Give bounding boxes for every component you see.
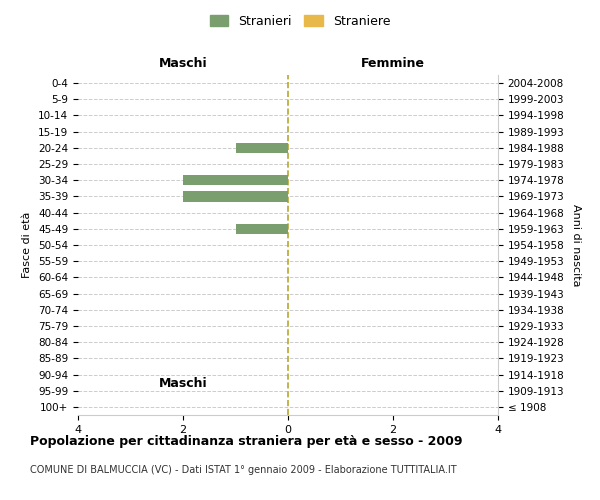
- Text: Maschi: Maschi: [158, 377, 208, 390]
- Y-axis label: Fasce di età: Fasce di età: [22, 212, 32, 278]
- Y-axis label: Anni di nascita: Anni di nascita: [571, 204, 581, 286]
- Bar: [183, 191, 288, 202]
- Legend: Stranieri, Straniere: Stranieri, Straniere: [206, 11, 394, 32]
- Text: COMUNE DI BALMUCCIA (VC) - Dati ISTAT 1° gennaio 2009 - Elaborazione TUTTITALIA.: COMUNE DI BALMUCCIA (VC) - Dati ISTAT 1°…: [30, 465, 457, 475]
- Bar: [183, 175, 288, 186]
- Bar: [235, 142, 288, 153]
- Bar: [235, 224, 288, 234]
- Text: Femmine: Femmine: [361, 57, 425, 70]
- Text: Popolazione per cittadinanza straniera per età e sesso - 2009: Popolazione per cittadinanza straniera p…: [30, 435, 463, 448]
- Text: Maschi: Maschi: [158, 57, 208, 70]
